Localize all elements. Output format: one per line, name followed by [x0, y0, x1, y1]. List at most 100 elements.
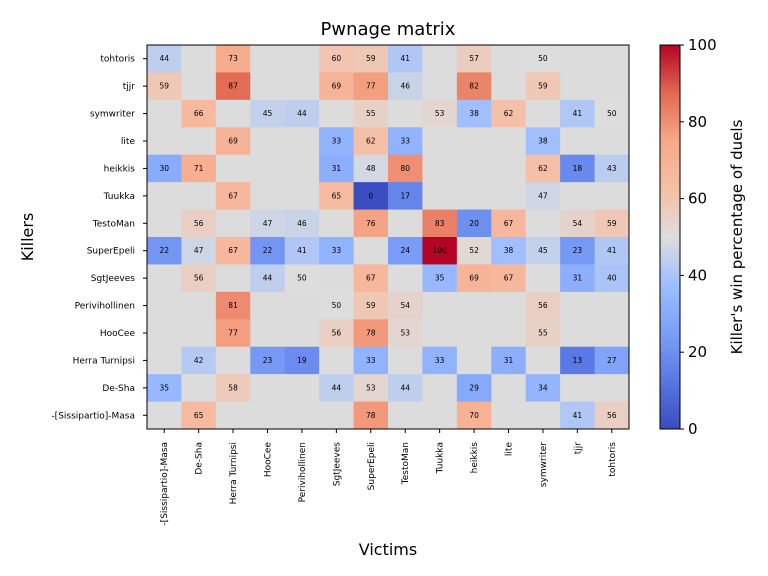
- heatmap-cell-empty: [319, 401, 355, 430]
- cell-value-label: 65: [332, 191, 342, 200]
- cell-value-label: 65: [194, 411, 204, 420]
- heatmap-cell-empty: [560, 127, 596, 156]
- cell-value-label: 38: [469, 109, 479, 118]
- cell-value-label: 50: [332, 301, 342, 310]
- cell-value-label: 56: [194, 219, 204, 228]
- heatmap-cell: [525, 374, 561, 403]
- cell-value-label: 53: [400, 329, 410, 338]
- colorbar-tick-label: 0: [688, 420, 698, 438]
- y-tick-label: Perivihollinen: [75, 302, 135, 312]
- heatmap-cell: [560, 237, 596, 265]
- cell-value-label: 59: [366, 301, 376, 310]
- heatmap-cell-empty: [560, 45, 596, 73]
- heatmap-cell: [284, 237, 320, 265]
- heatmap-cell: [388, 291, 423, 320]
- heatmap-cell: [181, 237, 217, 265]
- chart-title: Pwnage matrix: [321, 19, 456, 40]
- heatmap-cell-empty: [422, 72, 458, 101]
- heatmap-cell: [456, 264, 492, 293]
- cell-value-label: 33: [366, 356, 376, 365]
- heatmap-cell-empty: [215, 346, 251, 375]
- cell-value-label: 50: [297, 274, 307, 283]
- cell-value-label: 33: [332, 246, 342, 255]
- heatmap-cell: [560, 346, 596, 375]
- heatmap-cell-empty: [181, 45, 217, 73]
- cell-value-label: 47: [263, 219, 273, 228]
- heatmap-cell-empty: [388, 99, 423, 128]
- cell-value-label: 77: [228, 329, 238, 338]
- x-tick-label: -[Sissipartio]-Masa: [160, 442, 170, 526]
- heatmap-cell: [250, 237, 286, 265]
- cell-value-label: 23: [573, 246, 583, 255]
- heatmap-cell: [353, 45, 389, 73]
- cell-value-label: 22: [159, 246, 169, 255]
- heatmap-cell-empty: [456, 319, 492, 348]
- heatmap-cell-empty: [319, 209, 355, 238]
- heatmap-cell-empty: [491, 182, 527, 211]
- x-tick-label: Perivihollinen: [298, 442, 308, 502]
- heatmap-cell: [388, 154, 423, 183]
- cell-value-label: 71: [194, 164, 204, 173]
- y-tick-label: De-Sha: [102, 384, 135, 394]
- cell-value-label: 18: [573, 164, 583, 173]
- cell-value-label: 41: [573, 109, 583, 118]
- heatmap-cell: [388, 127, 423, 156]
- heatmap-cell: [456, 72, 492, 101]
- heatmap-cell-empty: [491, 374, 527, 403]
- heatmap-cell: [319, 154, 355, 183]
- heatmap-cell-empty: [147, 209, 182, 238]
- heatmap-cell-empty: [560, 182, 596, 211]
- cell-value-label: 24: [400, 246, 410, 255]
- heatmap-cell-empty: [388, 346, 423, 375]
- heatmap-cell: [594, 154, 630, 183]
- heatmap-cell: [388, 319, 423, 348]
- heatmap-cell: [284, 346, 320, 375]
- heatmap-cell-empty: [594, 182, 630, 211]
- cell-value-label: 78: [366, 411, 376, 420]
- heatmap-cell: [353, 401, 389, 430]
- cell-value-label: 55: [538, 329, 548, 338]
- heatmap-cell: [525, 72, 561, 101]
- heatmap-cell-empty: [284, 127, 320, 156]
- cell-value-label: 41: [297, 246, 307, 255]
- heatmap-cell: [353, 154, 389, 183]
- colorbar-tick-label: 40: [688, 266, 707, 284]
- cell-value-label: 41: [400, 54, 410, 63]
- colorbar: [659, 44, 681, 430]
- heatmap-cell: [422, 346, 458, 375]
- cell-value-label: 78: [366, 329, 376, 338]
- colorbar-tick-label: 20: [688, 343, 707, 361]
- cell-value-label: 59: [366, 54, 376, 63]
- heatmap-cell-empty: [594, 72, 630, 101]
- heatmap-cell: [594, 401, 630, 430]
- heatmap-cell-empty: [147, 319, 182, 348]
- heatmap-cell: [525, 154, 561, 183]
- x-tick-label: De-Sha: [195, 442, 205, 475]
- heatmap-cell: [422, 264, 458, 293]
- x-tick-label: TestoMan: [401, 442, 411, 485]
- cell-value-label: 67: [228, 191, 238, 200]
- heatmap-cell-empty: [491, 127, 527, 156]
- heatmap-cell-empty: [147, 346, 182, 375]
- cell-value-label: 50: [538, 54, 548, 63]
- heatmap-cell: [181, 346, 217, 375]
- heatmap-cell-empty: [250, 319, 286, 348]
- heatmap-cell-empty: [594, 291, 630, 320]
- cell-value-label: 58: [228, 383, 238, 392]
- heatmap-cell: [491, 99, 527, 128]
- heatmap-cell-empty: [491, 319, 527, 348]
- heatmap-cell: [560, 99, 596, 128]
- heatmap-cell: [181, 154, 217, 183]
- cell-value-label: 13: [573, 356, 583, 365]
- heatmap-cell-empty: [456, 182, 492, 211]
- heatmap-cell: [560, 401, 596, 430]
- y-axis-ticks: tohtoris tjjr symwriter lite heikkis Tuukka Te…: [51, 55, 147, 421]
- heatmap-cell-empty: [215, 209, 251, 238]
- heatmap-cell: [491, 237, 527, 265]
- cell-value-label: 38: [538, 137, 548, 146]
- y-tick-label: heikkis: [104, 164, 136, 174]
- heatmap-cell: [353, 72, 389, 101]
- heatmap-cell-empty: [181, 127, 217, 156]
- heatmap-cell: [560, 264, 596, 293]
- heatmap-cell: [491, 346, 527, 375]
